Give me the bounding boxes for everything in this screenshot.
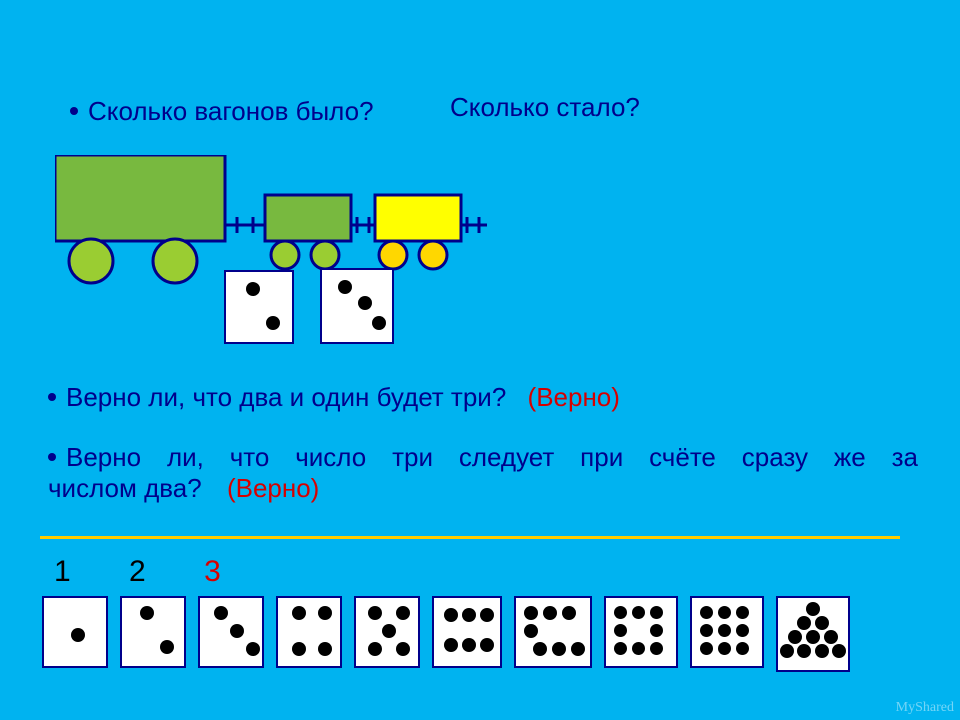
question-3-text: Верно ли, что два и один будет три? — [66, 382, 506, 412]
question-1-text: Сколько вагонов было? — [88, 96, 374, 126]
dot-icon — [524, 624, 538, 638]
dot-icon — [571, 642, 585, 656]
dot-icon — [480, 608, 494, 622]
dot-card — [42, 596, 108, 668]
dot-icon — [650, 642, 663, 655]
dot-icon — [718, 606, 731, 619]
dot-icon — [318, 642, 332, 656]
question-2: Сколько стало? — [450, 92, 640, 123]
dot-icon — [71, 628, 85, 642]
dot-card — [120, 596, 186, 668]
dot-icon — [246, 642, 260, 656]
bullet-icon — [48, 393, 56, 401]
dot-icon — [552, 642, 566, 656]
dot-icon — [700, 624, 713, 637]
bullet-icon — [48, 453, 56, 461]
dot-icon — [382, 624, 396, 638]
question-1: Сколько вагонов было? — [70, 96, 374, 127]
dot-icon — [632, 606, 645, 619]
dot-card — [604, 596, 678, 668]
dot-icon — [524, 606, 538, 620]
dot-icon — [650, 606, 663, 619]
train-dot-card — [320, 268, 394, 344]
dot-card — [276, 596, 342, 668]
dot-icon — [444, 608, 458, 622]
dot-icon — [444, 638, 458, 652]
dot-icon — [815, 644, 829, 658]
dot-icon — [780, 644, 794, 658]
dot-icon — [230, 624, 244, 638]
dot-icon — [614, 624, 627, 637]
dot-icon — [214, 606, 228, 620]
question-3: Верно ли, что два и один будет три? (Вер… — [48, 382, 620, 413]
dot-cards-row — [42, 596, 862, 672]
dot-card — [690, 596, 764, 668]
number-1: 1 — [54, 555, 71, 589]
dot-icon — [462, 608, 476, 622]
dot-icon — [543, 606, 557, 620]
watermark: MyShared — [896, 700, 954, 716]
dot-icon — [736, 642, 749, 655]
question-4-line2: числом два? — [48, 473, 202, 503]
dot-icon — [462, 638, 476, 652]
dot-icon — [700, 606, 713, 619]
dot-icon — [632, 642, 645, 655]
dot-icon — [797, 644, 811, 658]
number-2: 2 — [129, 555, 146, 589]
dot-icon — [736, 624, 749, 637]
dot-card — [776, 596, 850, 672]
dot-icon — [832, 644, 846, 658]
dot-icon — [788, 630, 802, 644]
answer-4: (Верно) — [227, 473, 319, 503]
dot-icon — [806, 630, 820, 644]
dot-icon — [797, 616, 811, 630]
dot-icon — [368, 606, 382, 620]
dot-icon — [338, 280, 352, 294]
dot-icon — [396, 606, 410, 620]
dot-icon — [292, 642, 306, 656]
dot-card — [432, 596, 502, 668]
dot-icon — [736, 606, 749, 619]
dot-icon — [140, 606, 154, 620]
dot-icon — [815, 616, 829, 630]
train-dot-card — [224, 270, 294, 344]
dot-icon — [806, 602, 820, 616]
dot-card — [198, 596, 264, 668]
dot-icon — [614, 642, 627, 655]
dot-icon — [718, 642, 731, 655]
divider — [40, 536, 900, 539]
dot-icon — [368, 642, 382, 656]
dot-card — [354, 596, 420, 668]
question-4: Верно ли, что число три следует при счёт… — [48, 442, 918, 504]
dot-icon — [824, 630, 838, 644]
dot-icon — [246, 282, 260, 296]
question-2-text: Сколько стало? — [450, 92, 640, 122]
dot-icon — [480, 638, 494, 652]
dot-icon — [292, 606, 306, 620]
dot-icon — [614, 606, 627, 619]
dot-icon — [533, 642, 547, 656]
number-3: 3 — [204, 555, 221, 589]
dot-icon — [562, 606, 576, 620]
number-row: 1 2 3 — [54, 555, 271, 589]
dot-icon — [718, 624, 731, 637]
dot-icon — [318, 606, 332, 620]
train-svg — [55, 155, 515, 285]
dot-icon — [650, 624, 663, 637]
dot-icon — [160, 640, 174, 654]
answer-3: (Верно) — [528, 382, 620, 412]
dot-icon — [396, 642, 410, 656]
bullet-icon — [70, 107, 78, 115]
dot-icon — [372, 316, 386, 330]
dot-icon — [358, 296, 372, 310]
dot-icon — [700, 642, 713, 655]
question-4-line1: Верно ли, что число три следует при счёт… — [66, 442, 918, 472]
dot-card — [514, 596, 592, 668]
dot-icon — [266, 316, 280, 330]
